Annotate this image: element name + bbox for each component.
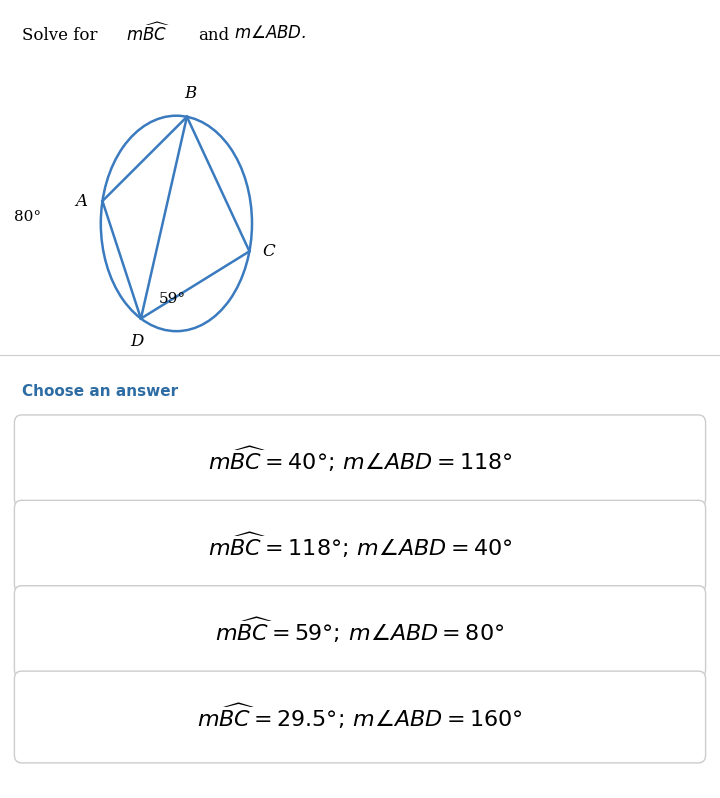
FancyBboxPatch shape (14, 415, 706, 507)
Text: $m\widehat{BC} = 59°;\,m\angle ABD = 80°$: $m\widehat{BC} = 59°;\,m\angle ABD = 80°… (215, 617, 505, 646)
Text: $m\widehat{BC} = 40°;\,m\angle ABD = 118°$: $m\widehat{BC} = 40°;\,m\angle ABD = 118… (207, 446, 513, 476)
Text: and: and (198, 27, 229, 45)
Text: 59°: 59° (159, 291, 186, 306)
Text: 80°: 80° (14, 210, 41, 224)
Text: D: D (130, 333, 144, 350)
Text: $m\angle ABD$.: $m\angle ABD$. (234, 25, 307, 42)
FancyBboxPatch shape (14, 671, 706, 763)
FancyBboxPatch shape (14, 586, 706, 678)
Text: B: B (184, 85, 197, 102)
Text: $m\widehat{BC} = 118°;\,m\angle ABD = 40°$: $m\widehat{BC} = 118°;\,m\angle ABD = 40… (207, 531, 513, 561)
Text: C: C (262, 243, 275, 260)
Text: $m\widehat{BC}$: $m\widehat{BC}$ (126, 22, 170, 45)
Text: Solve for: Solve for (22, 27, 97, 45)
Text: Choose an answer: Choose an answer (22, 384, 178, 398)
Text: A: A (75, 192, 87, 210)
Text: $m\widehat{BC} = 29.5°;\,m\angle ABD = 160°$: $m\widehat{BC} = 29.5°;\,m\angle ABD = 1… (197, 702, 523, 732)
FancyBboxPatch shape (14, 500, 706, 592)
